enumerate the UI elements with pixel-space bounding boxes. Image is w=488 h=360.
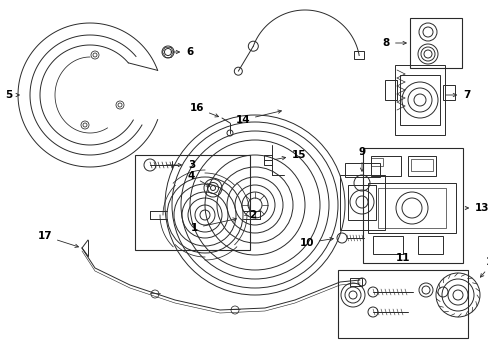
Text: 6: 6 <box>170 47 193 57</box>
Bar <box>353 51 364 59</box>
Bar <box>372 236 402 254</box>
Text: 13: 13 <box>464 203 488 213</box>
Bar <box>399 75 439 125</box>
Text: 1: 1 <box>190 218 236 233</box>
Bar <box>377 188 445 228</box>
Bar <box>370 158 382 166</box>
Text: 8: 8 <box>382 38 406 48</box>
Bar <box>362 148 462 263</box>
Text: 10: 10 <box>299 238 333 248</box>
Bar <box>367 183 455 233</box>
Text: 16: 16 <box>189 103 218 117</box>
Bar <box>264 155 271 165</box>
Bar <box>347 185 375 220</box>
Text: 9: 9 <box>358 147 365 171</box>
Bar <box>339 175 384 230</box>
Bar <box>345 163 379 177</box>
Bar <box>410 159 432 171</box>
Text: 3: 3 <box>166 160 195 170</box>
Bar <box>349 278 361 286</box>
Text: 15: 15 <box>274 150 306 160</box>
Text: 12: 12 <box>479 257 488 277</box>
Text: 14: 14 <box>235 110 281 125</box>
Text: 5: 5 <box>5 90 19 100</box>
Bar <box>394 65 444 135</box>
Text: 4: 4 <box>187 171 209 186</box>
Text: 2: 2 <box>249 210 256 220</box>
Bar <box>442 85 454 100</box>
Bar <box>409 18 461 68</box>
Bar <box>135 155 249 250</box>
Bar <box>384 80 396 100</box>
Text: 11: 11 <box>395 253 409 263</box>
Bar <box>337 270 467 338</box>
Text: 7: 7 <box>445 90 469 100</box>
Text: 17: 17 <box>37 231 78 247</box>
Bar <box>407 156 435 176</box>
Bar <box>370 156 400 176</box>
Bar <box>417 236 442 254</box>
